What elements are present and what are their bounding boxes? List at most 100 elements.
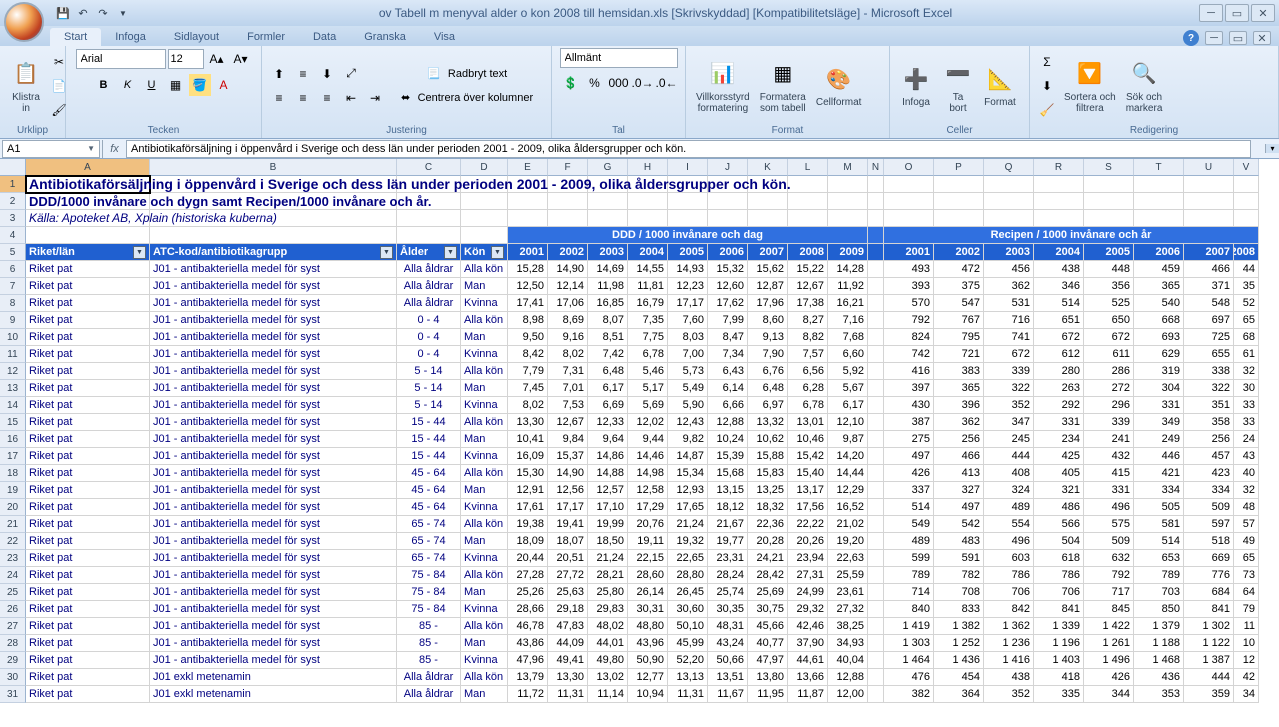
underline-button[interactable]: U	[141, 74, 163, 96]
cell-kon[interactable]: Man	[461, 278, 508, 295]
cell-alder[interactable]: 85 -	[397, 652, 461, 669]
cell[interactable]	[868, 550, 884, 567]
cell-alder[interactable]: 65 - 74	[397, 516, 461, 533]
cell-recipen[interactable]: 514	[884, 499, 934, 516]
cell-atc[interactable]: J01 exkl metenamin	[150, 669, 397, 686]
cell-ddd[interactable]: 15,30	[508, 465, 548, 482]
header-atc[interactable]: ATC-kod/antibiotikagrupp▼	[150, 244, 397, 261]
cell-recipen[interactable]: 362	[934, 414, 984, 431]
cell-ddd[interactable]: 14,86	[588, 448, 628, 465]
cell[interactable]	[1084, 193, 1134, 210]
cell-atc[interactable]: J01 - antibakteriella medel för syst	[150, 601, 397, 618]
cell-ddd[interactable]: 22,65	[668, 550, 708, 567]
cell-kon[interactable]: Kvinna	[461, 295, 508, 312]
cell-ddd[interactable]: 16,52	[828, 499, 868, 516]
row-header[interactable]: 29	[0, 652, 26, 669]
cell-ddd[interactable]: 23,31	[708, 550, 748, 567]
cell-recipen[interactable]: 1 261	[1084, 635, 1134, 652]
cell[interactable]	[868, 380, 884, 397]
cell[interactable]	[868, 618, 884, 635]
cell-recipen[interactable]: 504	[1034, 533, 1084, 550]
cell-atc[interactable]: J01 - antibakteriella medel för syst	[150, 261, 397, 278]
cell-ddd[interactable]: 12,00	[828, 686, 868, 703]
cell-recipen[interactable]: 327	[934, 482, 984, 499]
filter-dropdown-icon[interactable]: ▼	[491, 246, 504, 259]
header-year[interactable]: 2005	[668, 244, 708, 261]
cell-ddd[interactable]: 13,17	[788, 482, 828, 499]
cell-ddd[interactable]: 17,17	[668, 295, 708, 312]
cell-ddd[interactable]: 6,60	[828, 346, 868, 363]
cell-recipen[interactable]: 547	[934, 295, 984, 312]
cell-ddd[interactable]: 8,69	[548, 312, 588, 329]
cell-ddd[interactable]: 17,29	[628, 499, 668, 516]
cell-recipen[interactable]: 509	[1084, 533, 1134, 550]
header-year[interactable]: 2003	[984, 244, 1034, 261]
align-bottom-icon[interactable]: ⬇	[316, 63, 338, 85]
cell-alder[interactable]: 85 -	[397, 618, 461, 635]
cell-recipen[interactable]: 1 419	[884, 618, 934, 635]
col-header[interactable]: S	[1084, 159, 1134, 176]
cell-kon[interactable]: Man	[461, 482, 508, 499]
cell-ddd[interactable]: 22,15	[628, 550, 668, 567]
cell-recipen[interactable]: 339	[984, 363, 1034, 380]
cell-recipen[interactable]: 52	[1234, 295, 1259, 312]
cell[interactable]	[1184, 176, 1234, 193]
row-header[interactable]: 5	[0, 244, 26, 261]
cell-riket[interactable]: Riket pat	[26, 278, 150, 295]
cell-ddd[interactable]: 23,94	[788, 550, 828, 567]
cell-recipen[interactable]: 423	[1184, 465, 1234, 482]
cell[interactable]	[828, 210, 868, 227]
cell[interactable]	[934, 210, 984, 227]
cell-ddd[interactable]: 7,42	[588, 346, 628, 363]
cell-recipen[interactable]: 245	[984, 431, 1034, 448]
cell[interactable]	[868, 669, 884, 686]
cell-ddd[interactable]: 7,45	[508, 380, 548, 397]
cell-ddd[interactable]: 16,79	[628, 295, 668, 312]
cell-recipen[interactable]: 1 302	[1184, 618, 1234, 635]
cell-recipen[interactable]: 833	[934, 601, 984, 618]
cell-riket[interactable]: Riket pat	[26, 550, 150, 567]
cell-recipen[interactable]: 280	[1034, 363, 1084, 380]
cell-riket[interactable]: Riket pat	[26, 414, 150, 431]
cell-ddd[interactable]: 48,31	[708, 618, 748, 635]
cell-ddd[interactable]: 49,80	[588, 652, 628, 669]
tab-granska[interactable]: Granska	[350, 28, 420, 46]
cell-ddd[interactable]: 25,26	[508, 584, 548, 601]
cell-recipen[interactable]: 629	[1134, 346, 1184, 363]
cell-recipen[interactable]: 1 468	[1134, 652, 1184, 669]
cell-recipen[interactable]: 79	[1234, 601, 1259, 618]
cell[interactable]	[868, 397, 884, 414]
cell-ddd[interactable]: 52,20	[668, 652, 708, 669]
cell-recipen[interactable]: 438	[1034, 261, 1084, 278]
cell-ddd[interactable]: 8,47	[708, 329, 748, 346]
cell[interactable]	[884, 176, 934, 193]
row-header[interactable]: 7	[0, 278, 26, 295]
cell-ddd[interactable]: 13,25	[748, 482, 788, 499]
cell-ddd[interactable]: 48,80	[628, 618, 668, 635]
cell-recipen[interactable]: 292	[1034, 397, 1084, 414]
cell-ddd[interactable]: 6,76	[748, 363, 788, 380]
cell-recipen[interactable]: 1 422	[1084, 618, 1134, 635]
cell-recipen[interactable]: 542	[934, 516, 984, 533]
cell-kon[interactable]: Kvinna	[461, 448, 508, 465]
cell-alder[interactable]: 75 - 84	[397, 584, 461, 601]
cell-recipen[interactable]: 795	[934, 329, 984, 346]
cell-ddd[interactable]: 6,17	[828, 397, 868, 414]
autosum-icon[interactable]: Σ	[1036, 51, 1058, 73]
col-header[interactable]: G	[588, 159, 628, 176]
cell-ddd[interactable]: 12,67	[548, 414, 588, 431]
header-year[interactable]: 2002	[934, 244, 984, 261]
cell-recipen[interactable]: 496	[1084, 499, 1134, 516]
cell-alder[interactable]: Alla åldrar	[397, 278, 461, 295]
cell-ddd[interactable]: 28,42	[748, 567, 788, 584]
format-cells-button[interactable]: 📐Format	[980, 61, 1020, 110]
cell-kon[interactable]: Man	[461, 635, 508, 652]
cell-ddd[interactable]: 44,09	[548, 635, 588, 652]
cell[interactable]	[548, 210, 588, 227]
cell-recipen[interactable]: 432	[1084, 448, 1134, 465]
row-header[interactable]: 10	[0, 329, 26, 346]
cell-ddd[interactable]: 10,94	[628, 686, 668, 703]
cell-recipen[interactable]: 708	[934, 584, 984, 601]
cell-recipen[interactable]: 575	[1084, 516, 1134, 533]
cell-ddd[interactable]: 17,96	[748, 295, 788, 312]
